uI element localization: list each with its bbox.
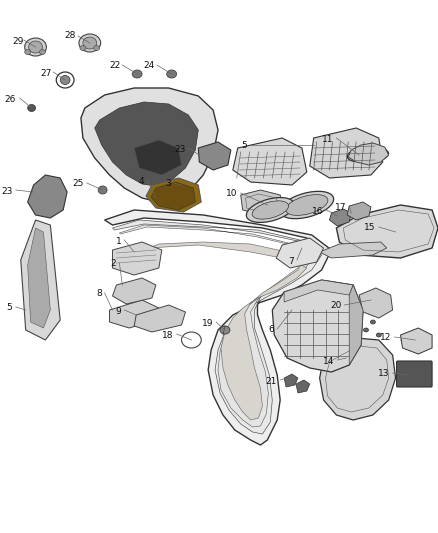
- Ellipse shape: [167, 70, 177, 78]
- Polygon shape: [105, 210, 332, 445]
- Text: 19: 19: [201, 319, 213, 327]
- Text: 4: 4: [138, 176, 144, 185]
- Ellipse shape: [25, 50, 31, 54]
- Text: 5: 5: [241, 141, 247, 150]
- Text: 8: 8: [96, 289, 102, 298]
- Polygon shape: [276, 238, 324, 268]
- Text: 10: 10: [226, 190, 238, 198]
- Text: 11: 11: [322, 134, 333, 143]
- Polygon shape: [359, 288, 392, 318]
- Text: 29: 29: [12, 37, 24, 46]
- Polygon shape: [110, 300, 159, 328]
- Ellipse shape: [280, 191, 334, 219]
- Polygon shape: [21, 220, 60, 340]
- Ellipse shape: [132, 70, 142, 78]
- Text: 15: 15: [364, 223, 376, 232]
- Text: 22: 22: [109, 61, 120, 70]
- Ellipse shape: [246, 198, 294, 222]
- Ellipse shape: [60, 76, 70, 85]
- Polygon shape: [349, 285, 363, 365]
- Polygon shape: [81, 88, 218, 202]
- Polygon shape: [134, 140, 181, 175]
- Ellipse shape: [83, 37, 97, 49]
- Polygon shape: [272, 280, 363, 372]
- Polygon shape: [296, 380, 310, 393]
- Ellipse shape: [286, 195, 328, 215]
- Polygon shape: [134, 305, 185, 332]
- Polygon shape: [233, 138, 307, 185]
- Text: 1: 1: [116, 237, 121, 246]
- Text: 7: 7: [288, 256, 294, 265]
- Ellipse shape: [363, 147, 387, 159]
- Ellipse shape: [80, 45, 86, 51]
- Text: 26: 26: [4, 94, 16, 103]
- Polygon shape: [120, 225, 314, 427]
- Polygon shape: [113, 220, 321, 434]
- Ellipse shape: [347, 149, 371, 161]
- Ellipse shape: [376, 333, 381, 337]
- Ellipse shape: [98, 186, 107, 194]
- Text: 21: 21: [266, 376, 277, 385]
- Ellipse shape: [371, 320, 375, 324]
- Text: 25: 25: [73, 180, 84, 189]
- Polygon shape: [336, 205, 438, 258]
- Polygon shape: [113, 242, 162, 275]
- Text: 16: 16: [312, 206, 324, 215]
- Ellipse shape: [252, 201, 289, 219]
- Polygon shape: [28, 175, 67, 218]
- Text: 28: 28: [65, 31, 76, 41]
- Ellipse shape: [364, 328, 368, 332]
- Polygon shape: [347, 202, 371, 220]
- Ellipse shape: [28, 104, 35, 111]
- Text: 5: 5: [6, 303, 12, 312]
- Text: 18: 18: [162, 330, 173, 340]
- Text: 12: 12: [380, 334, 392, 343]
- Polygon shape: [320, 338, 396, 420]
- Polygon shape: [284, 374, 298, 387]
- Polygon shape: [320, 242, 387, 258]
- Text: 24: 24: [144, 61, 155, 70]
- Polygon shape: [28, 228, 50, 328]
- Polygon shape: [329, 209, 351, 226]
- Polygon shape: [310, 128, 383, 178]
- Text: 17: 17: [335, 203, 346, 212]
- Text: 6: 6: [268, 326, 274, 335]
- Polygon shape: [149, 242, 307, 420]
- Text: 2: 2: [111, 260, 117, 269]
- Polygon shape: [348, 143, 389, 165]
- Polygon shape: [241, 190, 284, 215]
- Polygon shape: [284, 280, 353, 302]
- Text: 20: 20: [330, 302, 341, 311]
- FancyBboxPatch shape: [396, 361, 432, 387]
- Ellipse shape: [39, 50, 46, 54]
- Polygon shape: [113, 278, 156, 304]
- Polygon shape: [400, 328, 432, 354]
- Polygon shape: [95, 102, 198, 186]
- Text: 3: 3: [165, 180, 171, 189]
- Ellipse shape: [79, 34, 101, 52]
- Text: 27: 27: [40, 69, 51, 77]
- Polygon shape: [198, 142, 231, 170]
- Text: 9: 9: [116, 306, 121, 316]
- Text: 23: 23: [174, 144, 185, 154]
- Text: 14: 14: [323, 357, 335, 366]
- Text: 13: 13: [378, 369, 390, 378]
- Ellipse shape: [28, 41, 42, 53]
- Ellipse shape: [365, 149, 389, 161]
- Polygon shape: [151, 182, 195, 210]
- Ellipse shape: [94, 45, 100, 51]
- Polygon shape: [146, 178, 201, 212]
- Ellipse shape: [220, 326, 230, 334]
- Text: 23: 23: [1, 187, 13, 196]
- Ellipse shape: [25, 38, 46, 56]
- Ellipse shape: [347, 149, 371, 161]
